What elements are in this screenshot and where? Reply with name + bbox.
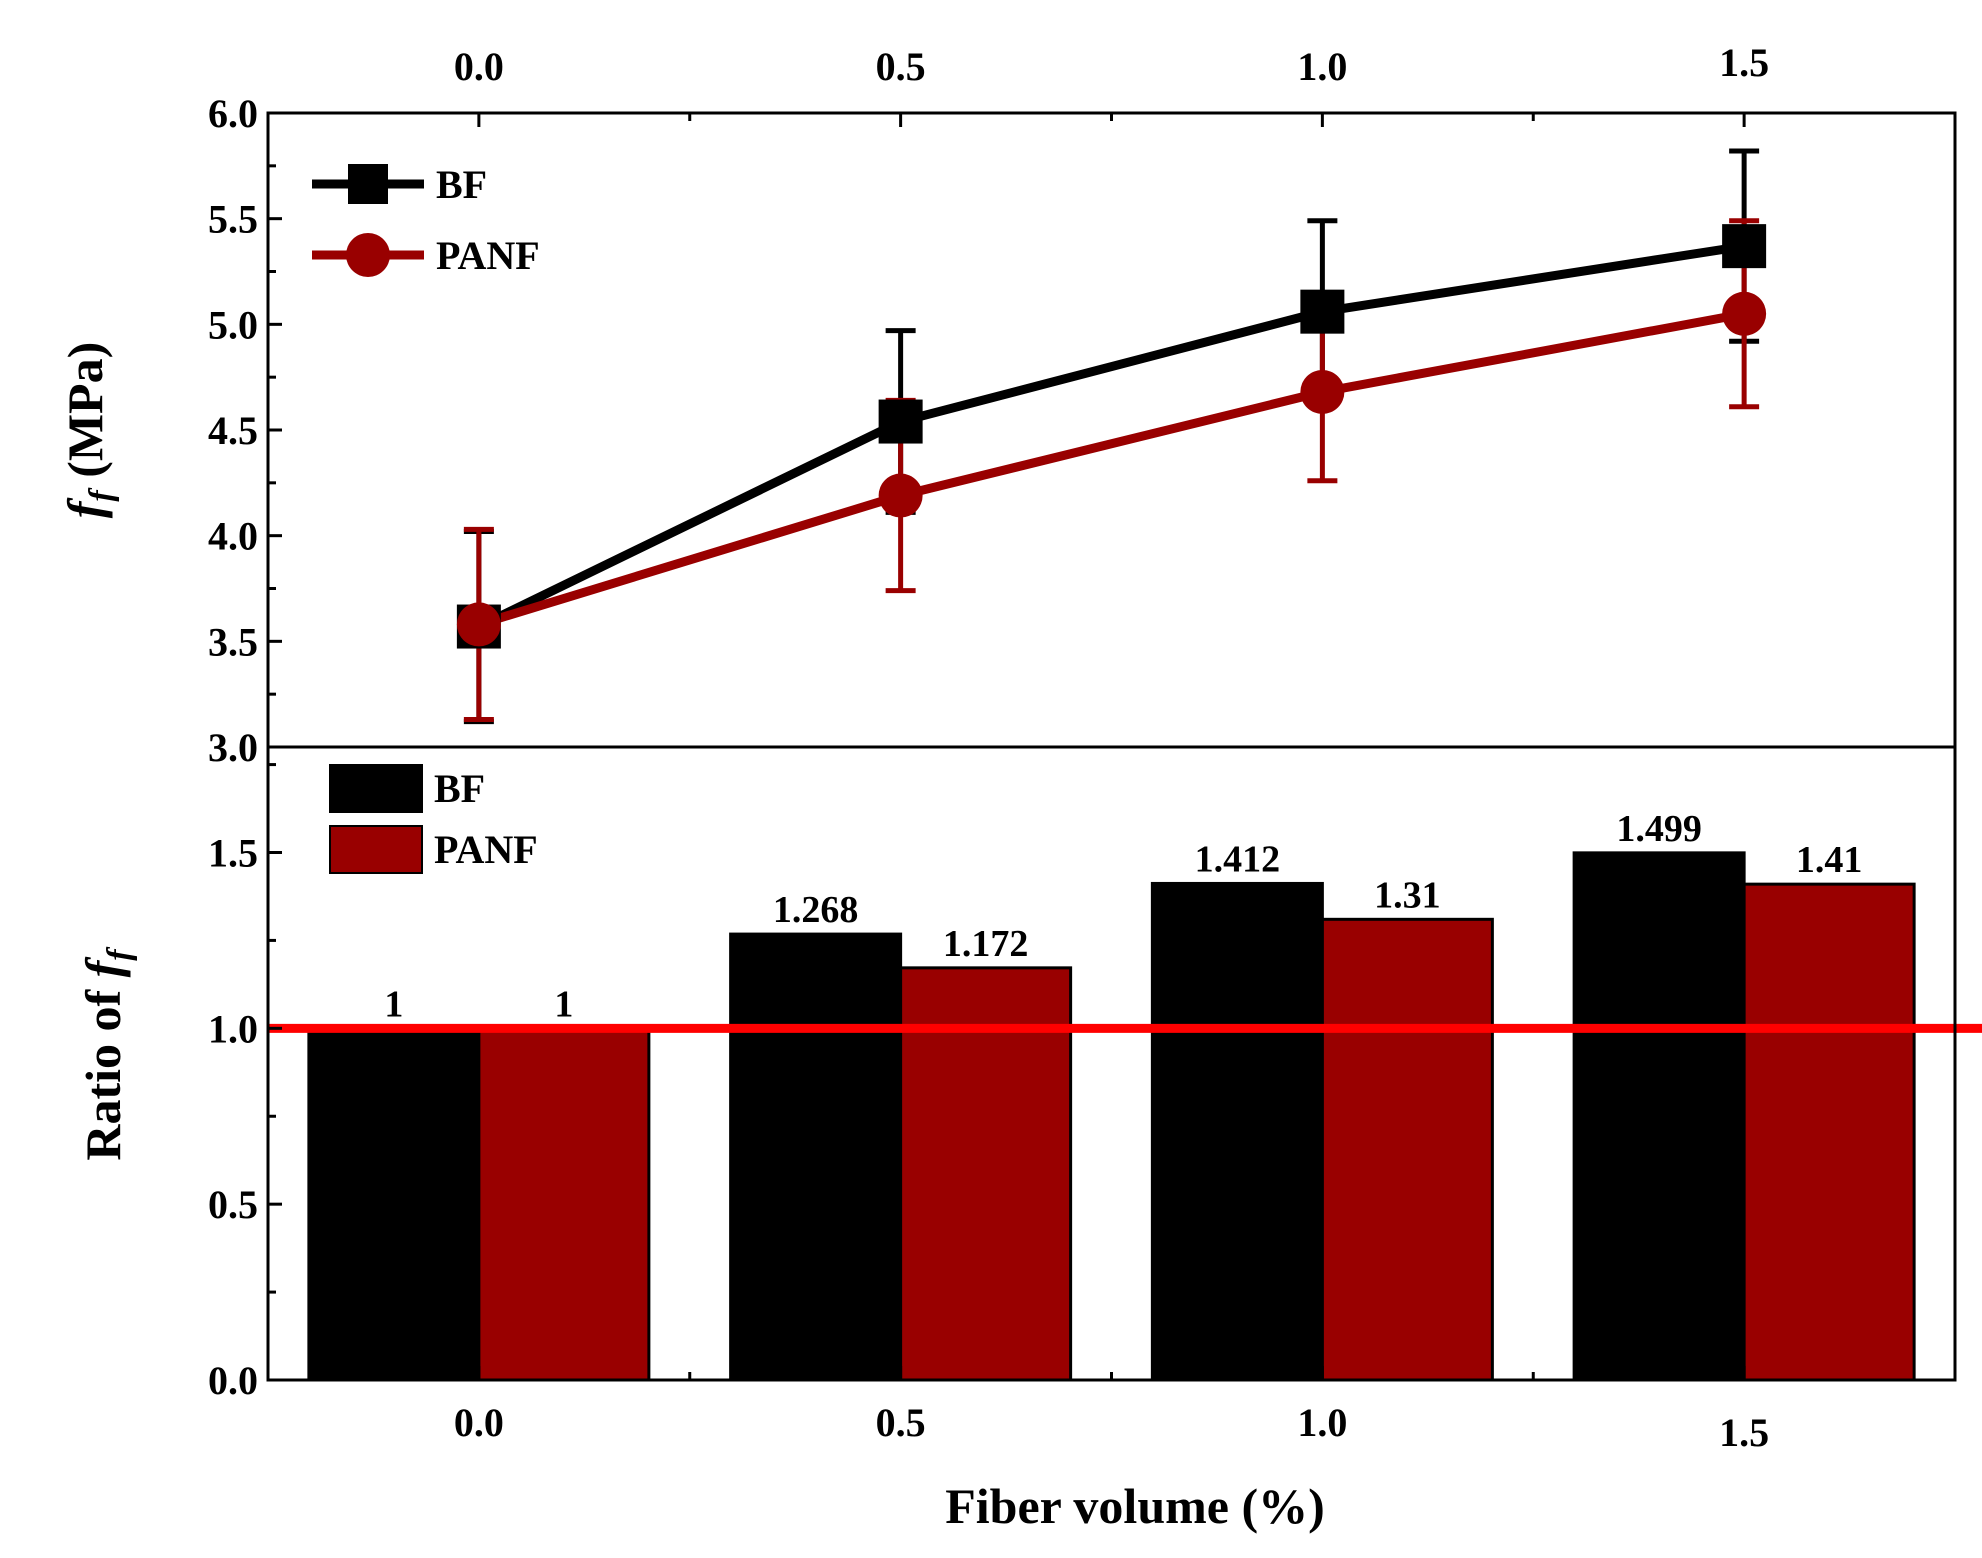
top-x-tick-label-2: 1.0 xyxy=(1297,44,1347,89)
point-bf-1 xyxy=(878,399,923,444)
top-legend-marker-panf xyxy=(346,233,390,277)
top-y-tick-label-4: 5.0 xyxy=(208,302,258,347)
top-x-tick-label-3: 1.5 xyxy=(1719,40,1769,85)
bottom-legend: BF PANF xyxy=(329,764,538,874)
bar-bf-2 xyxy=(1150,881,1324,1382)
bar-label-panf-1: 1.172 xyxy=(943,923,1029,965)
top-plot-frame xyxy=(266,111,1957,749)
bar-bf-0 xyxy=(307,1026,481,1382)
bottom-y-tick-label-3: 1.5 xyxy=(208,831,258,876)
bar-label-bf-3: 1.499 xyxy=(1616,808,1702,850)
point-bf-3 xyxy=(1722,224,1767,269)
point-panf-0 xyxy=(456,602,501,647)
top-x-tick-label-0: 0.0 xyxy=(454,44,504,89)
point-panf-3 xyxy=(1722,291,1767,336)
x-axis-title: Fiber volume (%) xyxy=(945,1478,1325,1534)
bar-bf-1 xyxy=(729,932,903,1382)
bar-label-bf-0: 1 xyxy=(384,983,403,1025)
top-legend-label-panf: PANF xyxy=(436,233,540,278)
bottom-legend-label-panf: PANF xyxy=(434,827,538,872)
top-y-axis-title: ff (MPa) xyxy=(57,342,120,519)
top-legend-label-bf: BF xyxy=(436,162,487,207)
bar-panf-1 xyxy=(899,966,1073,1382)
top-y-tick-label-6: 6.0 xyxy=(208,91,258,136)
top-legend: BF PANF xyxy=(312,162,540,278)
point-bf-2 xyxy=(1300,289,1345,334)
bottom-y-tick-label-0: 0.0 xyxy=(208,1358,258,1403)
top-legend-marker-bf xyxy=(348,164,388,204)
top-y-tick-label-1: 3.5 xyxy=(208,619,258,664)
series-line-panf xyxy=(477,309,1745,629)
bar-panf-2 xyxy=(1320,917,1494,1382)
bar-label-bf-2: 1.412 xyxy=(1195,838,1281,880)
series-line-bf xyxy=(476,241,1745,631)
bottom-legend-swatch-panf xyxy=(329,825,423,874)
top-x-tick-label-1: 0.5 xyxy=(876,44,926,89)
bar-label-panf-2: 1.31 xyxy=(1374,874,1441,916)
bar-panf-0 xyxy=(477,1026,651,1382)
bar-bf-3 xyxy=(1572,851,1746,1382)
bottom-x-tick-label-1: 0.5 xyxy=(876,1400,926,1445)
bottom-y-tick-label-2: 1.0 xyxy=(208,1006,258,1051)
bottom-x-tick-label-3: 1.5 xyxy=(1719,1410,1769,1455)
bar-label-panf-0: 1 xyxy=(554,983,573,1025)
top-y-tick-label-0: 3.0 xyxy=(208,725,258,770)
top-y-tick-label-3: 4.5 xyxy=(208,408,258,453)
point-panf-1 xyxy=(878,473,923,518)
bottom-y-tick-label-1: 0.5 xyxy=(208,1182,258,1227)
bar-panf-3 xyxy=(1742,882,1916,1382)
bottom-legend-swatch-bf xyxy=(329,764,423,813)
bottom-x-tick-label-2: 1.0 xyxy=(1297,1400,1347,1445)
top-y-tick-label-5: 5.5 xyxy=(208,197,258,242)
bottom-x-tick-label-0: 0.0 xyxy=(454,1400,504,1445)
bar-label-panf-3: 1.41 xyxy=(1796,839,1863,881)
bottom-y-axis-title: Ratio of ff xyxy=(75,946,138,1161)
bottom-legend-label-bf: BF xyxy=(434,766,485,811)
point-panf-2 xyxy=(1300,369,1345,414)
bar-label-bf-1: 1.268 xyxy=(773,889,859,931)
top-y-tick-label-2: 4.0 xyxy=(208,514,258,559)
